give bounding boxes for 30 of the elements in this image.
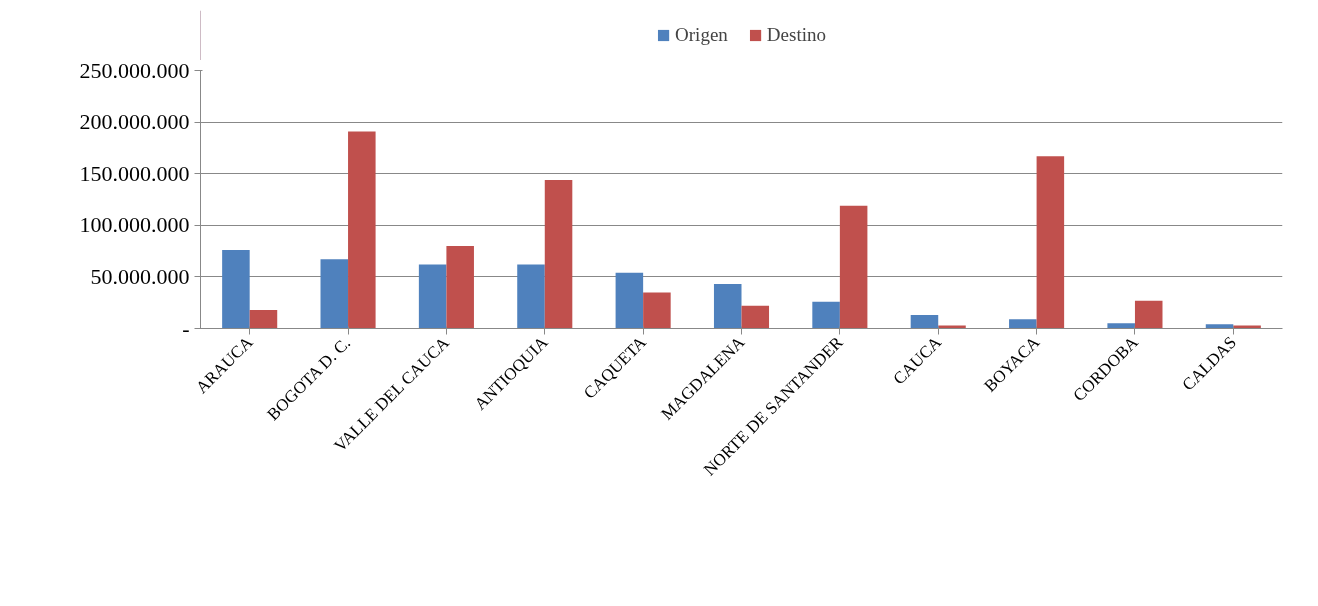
y-tick-label: 100.000.000 [79,212,190,238]
bar [418,264,447,329]
y-tick-label: - [182,315,190,341]
bar [517,264,545,329]
legend-label: Destino [766,24,826,46]
bar [222,250,250,329]
y-tick-label: 150.000.000 [79,160,190,186]
bar [938,325,966,329]
bar [1205,324,1234,329]
bar [544,179,573,329]
bar [1009,319,1037,329]
bar [839,205,868,329]
bar [643,292,671,329]
bar [713,284,742,329]
bar [1134,300,1163,329]
y-tick-label: 200.000.000 [79,109,190,135]
bar [249,309,278,329]
bar [615,272,644,329]
bar [446,245,474,329]
bar [320,259,349,329]
bar [812,301,840,329]
bar [1107,323,1135,329]
legend-label: Origen [675,24,728,46]
y-tick-label: 250.000.000 [79,57,190,83]
bar [348,131,376,329]
bar [741,305,770,329]
y-tick-label: 50.000.000 [90,263,190,289]
bar [910,315,939,329]
bar [1036,156,1065,329]
bar [1233,325,1261,329]
